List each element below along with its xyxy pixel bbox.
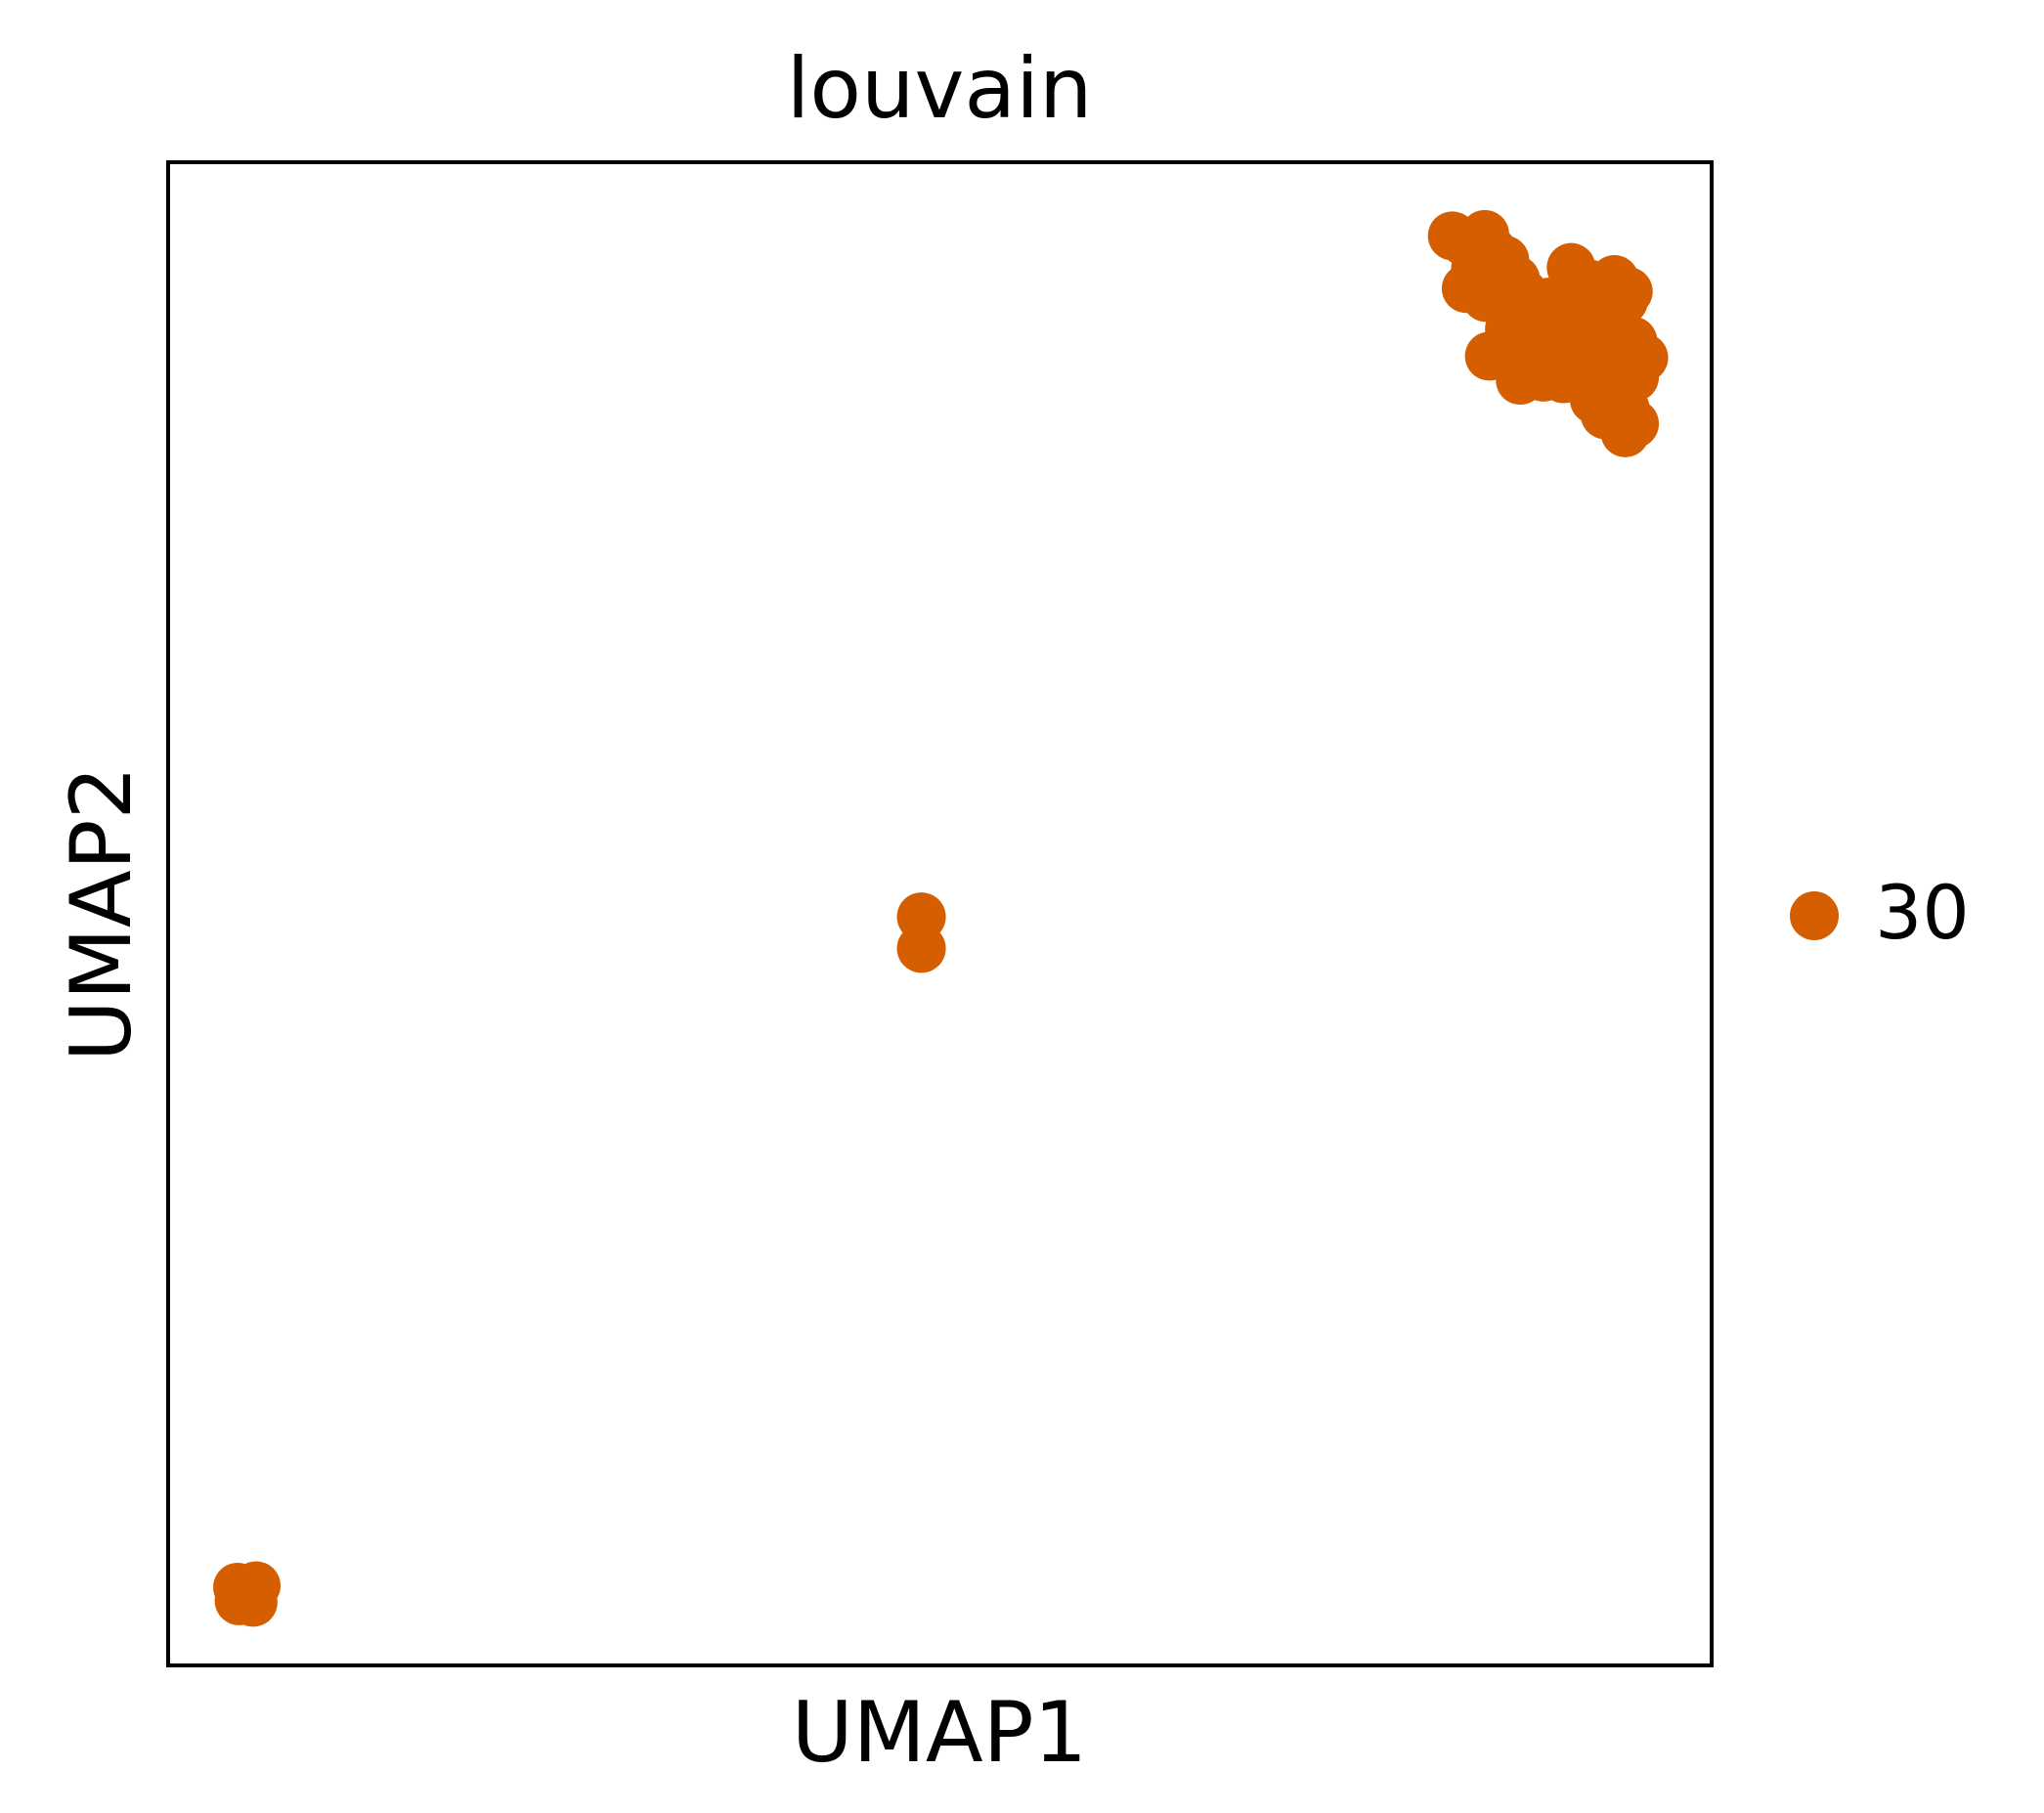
points-layer xyxy=(213,209,1669,1627)
legend-label: 30 xyxy=(1875,869,1970,956)
x-axis-label: UMAP1 xyxy=(792,1684,1088,1782)
scatter-point xyxy=(896,924,946,973)
scatter-point xyxy=(1546,242,1596,292)
scatter-point xyxy=(1584,289,1633,339)
scatter-point xyxy=(1600,408,1650,457)
legend: 30 xyxy=(1790,869,1970,956)
scatter-point xyxy=(1464,331,1514,381)
legend-marker xyxy=(1790,891,1839,940)
chart-title: louvain xyxy=(786,40,1092,138)
scatter-point xyxy=(222,1569,272,1619)
y-axis-label: UMAP2 xyxy=(53,766,151,1062)
